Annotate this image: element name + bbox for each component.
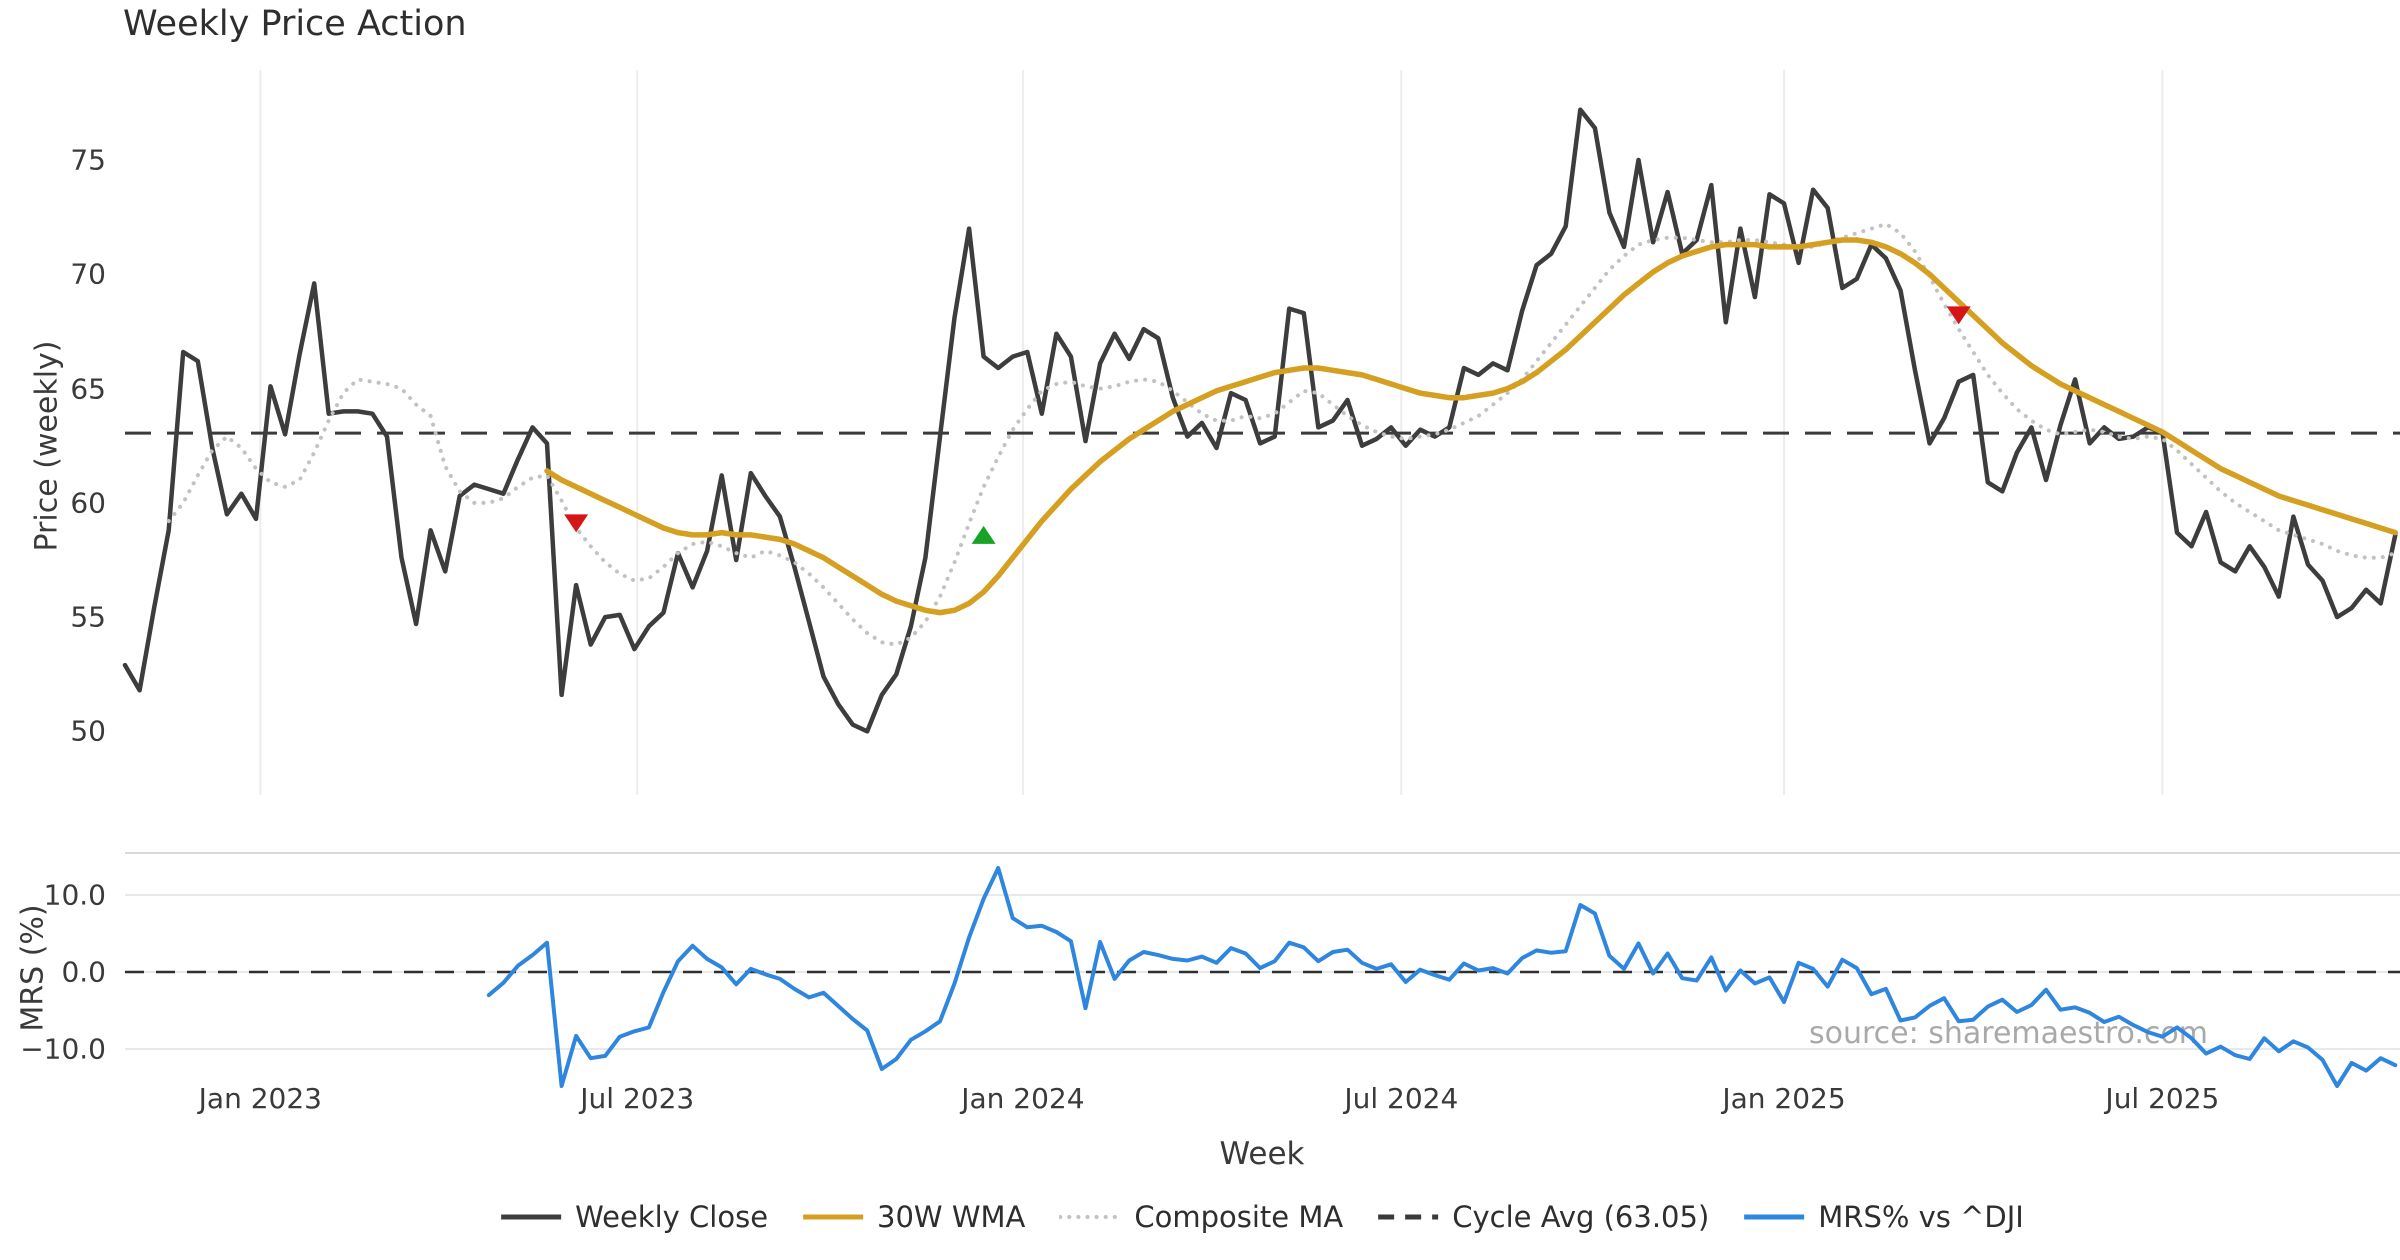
- mrs-ytick-label: 10.0: [43, 878, 106, 912]
- mrs-line: [486, 866, 2398, 1088]
- chart-legend: Weekly Close 30W WMA Composite MA Cycle Avg…: [500, 1200, 2024, 1234]
- legend-swatch-dashed: [1378, 1214, 1439, 1220]
- legend-swatch-solid: [803, 1214, 864, 1220]
- x-tick-label: Jul 2024: [1344, 1082, 1459, 1115]
- x-axis-label: Week: [1219, 1136, 1305, 1172]
- price-ytick-label: 75: [70, 143, 106, 177]
- legend-swatch-dotted: [1059, 1215, 1122, 1219]
- chart-title: Weekly Price Action: [123, 4, 467, 44]
- legend-swatch-solid: [501, 1214, 562, 1220]
- mrs-ytick-label: −10.0: [20, 1032, 106, 1066]
- legend-label: 30W WMA: [877, 1200, 1026, 1234]
- x-tick-label: Jan 2024: [961, 1082, 1085, 1115]
- price-ytick-label: 50: [70, 714, 106, 748]
- legend-item: Weekly Close: [500, 1200, 768, 1234]
- x-tick-label: Jan 2025: [1722, 1082, 1846, 1115]
- source-watermark: source: sharemaestro.com: [1809, 1016, 2208, 1051]
- price-ytick-label: 65: [70, 372, 106, 406]
- legend-label: Weekly Close: [575, 1200, 769, 1234]
- mrs-ytick-label: 0.0: [61, 955, 106, 989]
- buy-marker: [971, 525, 996, 544]
- wma30-line: [544, 237, 2399, 616]
- legend-item: Cycle Avg (63.05): [1377, 1200, 1709, 1234]
- x-tick-label: Jul 2025: [2105, 1082, 2220, 1115]
- legend-item: Composite MA: [1059, 1200, 1343, 1234]
- x-tick-label: Jan 2023: [198, 1082, 322, 1115]
- price-ytick-label: 70: [70, 257, 106, 291]
- legend-label: Cycle Avg (63.05): [1452, 1200, 1710, 1234]
- x-tick-label: Jul 2023: [580, 1082, 695, 1115]
- composite-ma-line: [166, 221, 2398, 647]
- weekly-close-line: [122, 107, 2398, 734]
- sell-marker: [1946, 306, 1971, 325]
- legend-label: Composite MA: [1134, 1200, 1344, 1234]
- price-ytick-label: 55: [70, 600, 106, 634]
- legend-item: MRS% vs ^DJI: [1743, 1200, 2024, 1234]
- legend-item: 30W WMA: [802, 1200, 1025, 1234]
- sell-marker: [564, 514, 589, 533]
- price-ytick-label: 60: [70, 486, 106, 520]
- legend-swatch-solid: [1744, 1214, 1805, 1220]
- legend-label: MRS% vs ^DJI: [1818, 1200, 2024, 1234]
